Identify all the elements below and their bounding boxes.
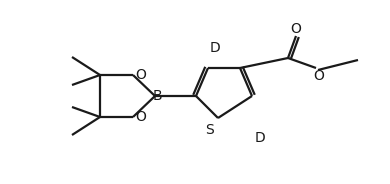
Text: O: O [136, 68, 146, 82]
Text: O: O [314, 69, 324, 83]
Text: D: D [255, 131, 265, 145]
Text: D: D [210, 41, 220, 55]
Text: O: O [291, 22, 301, 36]
Text: S: S [206, 123, 214, 137]
Text: O: O [136, 110, 146, 124]
Text: B: B [152, 89, 162, 103]
